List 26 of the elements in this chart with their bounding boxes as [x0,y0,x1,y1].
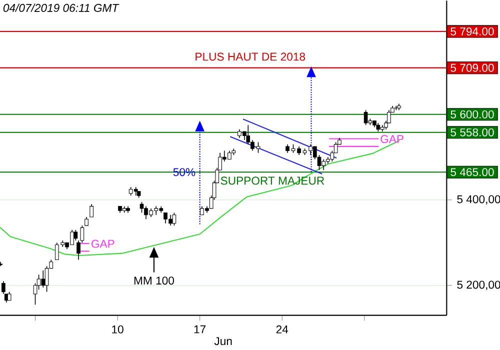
candlestick [172,212,176,226]
candlestick [44,266,49,292]
series-label: GAP [380,135,404,144]
x-tick-label: 10 [112,325,124,334]
candlestick [74,229,78,241]
ref-line-label: 5 709.00 [450,64,494,72]
ref-line-label: 5 794.00 [450,27,494,36]
candlestick [322,158,326,170]
ref-line-label: 5 465.00 [450,168,494,176]
ref-line-label: 5 558.00 [450,128,494,136]
annotation: PLUS HAUT DE 2018 [196,52,306,61]
y-tick-label: 5 400,00 [457,195,500,205]
series-label: GAP [92,240,114,248]
candlestick [256,142,260,154]
x-tick-label: 24 [276,325,288,334]
x-tick-label: 17 [194,325,206,334]
candlestick [246,124,250,145]
candlestick [90,204,94,218]
annotation: 04/07/2019 06:11 GMT [3,4,120,12]
candlestick [364,110,368,126]
candlestick [140,202,144,214]
annotation: MM 100 [134,276,174,285]
ref-line-label: 5 600.00 [450,110,494,118]
x-axis-title: Jun [214,337,232,346]
y-tick-label: 5 200,00 [457,280,500,290]
candlestick [41,270,46,288]
